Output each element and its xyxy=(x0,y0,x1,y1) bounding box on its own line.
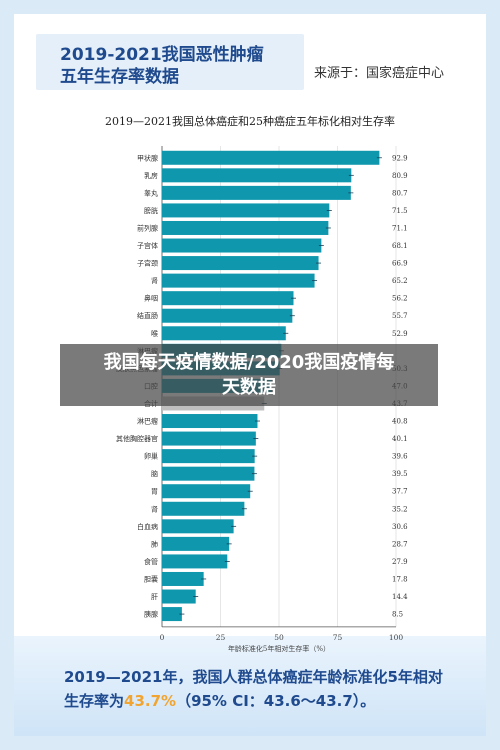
category-label: 胆囊 xyxy=(144,574,158,583)
category-label: 肝 xyxy=(151,593,158,601)
bar xyxy=(162,571,204,586)
value-label: 30.6 xyxy=(392,523,408,531)
value-label: 92.9 xyxy=(392,154,408,162)
value-label: 71.1 xyxy=(392,224,408,232)
bar xyxy=(162,150,380,165)
summary-part-a: 2019—2021年，我国人群总体癌症年龄标准化5年相对 xyxy=(64,668,443,686)
bar xyxy=(162,414,258,429)
bar xyxy=(162,220,329,235)
value-label: 37.7 xyxy=(392,488,408,496)
value-label: 71.5 xyxy=(392,207,408,215)
category-label: 肺 xyxy=(151,540,158,548)
x-tick-label: 100 xyxy=(389,633,404,642)
category-label: 其他胸腔器官 xyxy=(116,434,158,443)
bar xyxy=(162,291,294,306)
bar xyxy=(162,554,228,569)
value-label: 40.1 xyxy=(392,435,408,443)
source-text: 来源于：国家癌症中心 xyxy=(314,66,445,81)
value-label: 39.6 xyxy=(392,453,408,461)
value-label: 27.9 xyxy=(392,558,408,566)
category-label: 胰腺 xyxy=(144,610,158,619)
value-label: 39.5 xyxy=(392,470,408,478)
category-label: 胃 xyxy=(151,488,158,496)
value-label: 14.4 xyxy=(392,593,408,601)
value-label: 8.5 xyxy=(392,611,403,619)
bar xyxy=(162,168,352,183)
category-label: 子宫颈 xyxy=(137,259,158,268)
bar xyxy=(162,256,319,271)
value-label: 68.1 xyxy=(392,242,408,250)
bar xyxy=(162,589,196,604)
bottom-band xyxy=(14,636,486,736)
category-label: 卵巢 xyxy=(144,452,158,461)
value-label: 40.8 xyxy=(392,418,408,426)
value-label: 66.9 xyxy=(392,260,408,268)
value-label: 80.9 xyxy=(392,172,408,180)
category-label: 喉 xyxy=(151,329,158,338)
bar xyxy=(162,238,322,253)
category-label: 甲状腺 xyxy=(137,153,158,162)
bar xyxy=(162,484,251,499)
x-axis-label: 年龄标准化5年相对生存率（%） xyxy=(228,644,330,653)
value-label: 55.7 xyxy=(392,312,408,320)
category-label: 脑 xyxy=(151,469,158,478)
category-label: 膀胱 xyxy=(144,206,158,215)
bar xyxy=(162,326,286,341)
value-label: 80.7 xyxy=(392,189,408,197)
category-label: 前列腺 xyxy=(137,223,158,232)
title-line-1: 2019-2021我国恶性肿瘤 xyxy=(60,45,264,65)
bar xyxy=(162,536,230,551)
category-label: 食管 xyxy=(144,557,158,566)
bar xyxy=(162,273,315,288)
category-label: 鼻咽 xyxy=(144,294,158,303)
category-label: 肾 xyxy=(151,504,158,513)
bar xyxy=(162,466,255,481)
category-label: 肾 xyxy=(151,276,158,285)
bar xyxy=(162,431,256,446)
category-label: 乳房 xyxy=(144,171,158,180)
bar xyxy=(162,501,245,516)
value-label: 17.8 xyxy=(392,575,408,583)
x-tick-label: 75 xyxy=(333,633,343,642)
bar xyxy=(162,519,234,534)
watermark-line-2: 天数据 xyxy=(221,377,276,398)
summary-highlight: 43.7% xyxy=(124,692,177,710)
summary-part-c: （95% CI：43.6～43.7）。 xyxy=(176,692,376,710)
watermark-line-1: 我国每天疫情数据/2020我国疫情每 xyxy=(103,352,395,373)
value-label: 56.2 xyxy=(392,295,408,303)
value-label: 28.7 xyxy=(392,540,408,548)
bar xyxy=(162,607,182,622)
value-label: 35.2 xyxy=(392,505,408,513)
chart-title: 2019—2021我国总体癌症和25种癌症五年标化相对生存率 xyxy=(105,115,395,128)
category-label: 睾丸 xyxy=(144,188,158,197)
x-tick-label: 0 xyxy=(160,633,165,642)
category-label: 淋巴瘤 xyxy=(137,417,158,426)
bar xyxy=(162,203,330,218)
bar xyxy=(162,449,255,464)
category-label: 结直肠 xyxy=(137,311,158,320)
summary-text: 2019—2021年，我国人群总体癌症年龄标准化5年相对 生存率为43.7%（9… xyxy=(64,665,484,713)
value-label: 52.9 xyxy=(392,330,408,338)
category-label: 子宫体 xyxy=(137,241,158,250)
watermark-overlay xyxy=(60,344,438,406)
bar xyxy=(162,185,351,200)
value-label: 65.2 xyxy=(392,277,408,285)
title-line-2: 五年生存率数据 xyxy=(60,67,179,87)
watermark-text: 我国每天疫情数据/2020我国疫情每 天数据 xyxy=(60,344,438,406)
x-tick-label: 25 xyxy=(216,633,226,642)
title-box: 2019-2021我国恶性肿瘤 五年生存率数据 xyxy=(36,34,304,90)
category-label: 白血病 xyxy=(137,522,158,531)
bar xyxy=(162,308,293,323)
summary-part-b: 生存率为 xyxy=(64,692,125,710)
x-tick-label: 50 xyxy=(274,633,284,642)
